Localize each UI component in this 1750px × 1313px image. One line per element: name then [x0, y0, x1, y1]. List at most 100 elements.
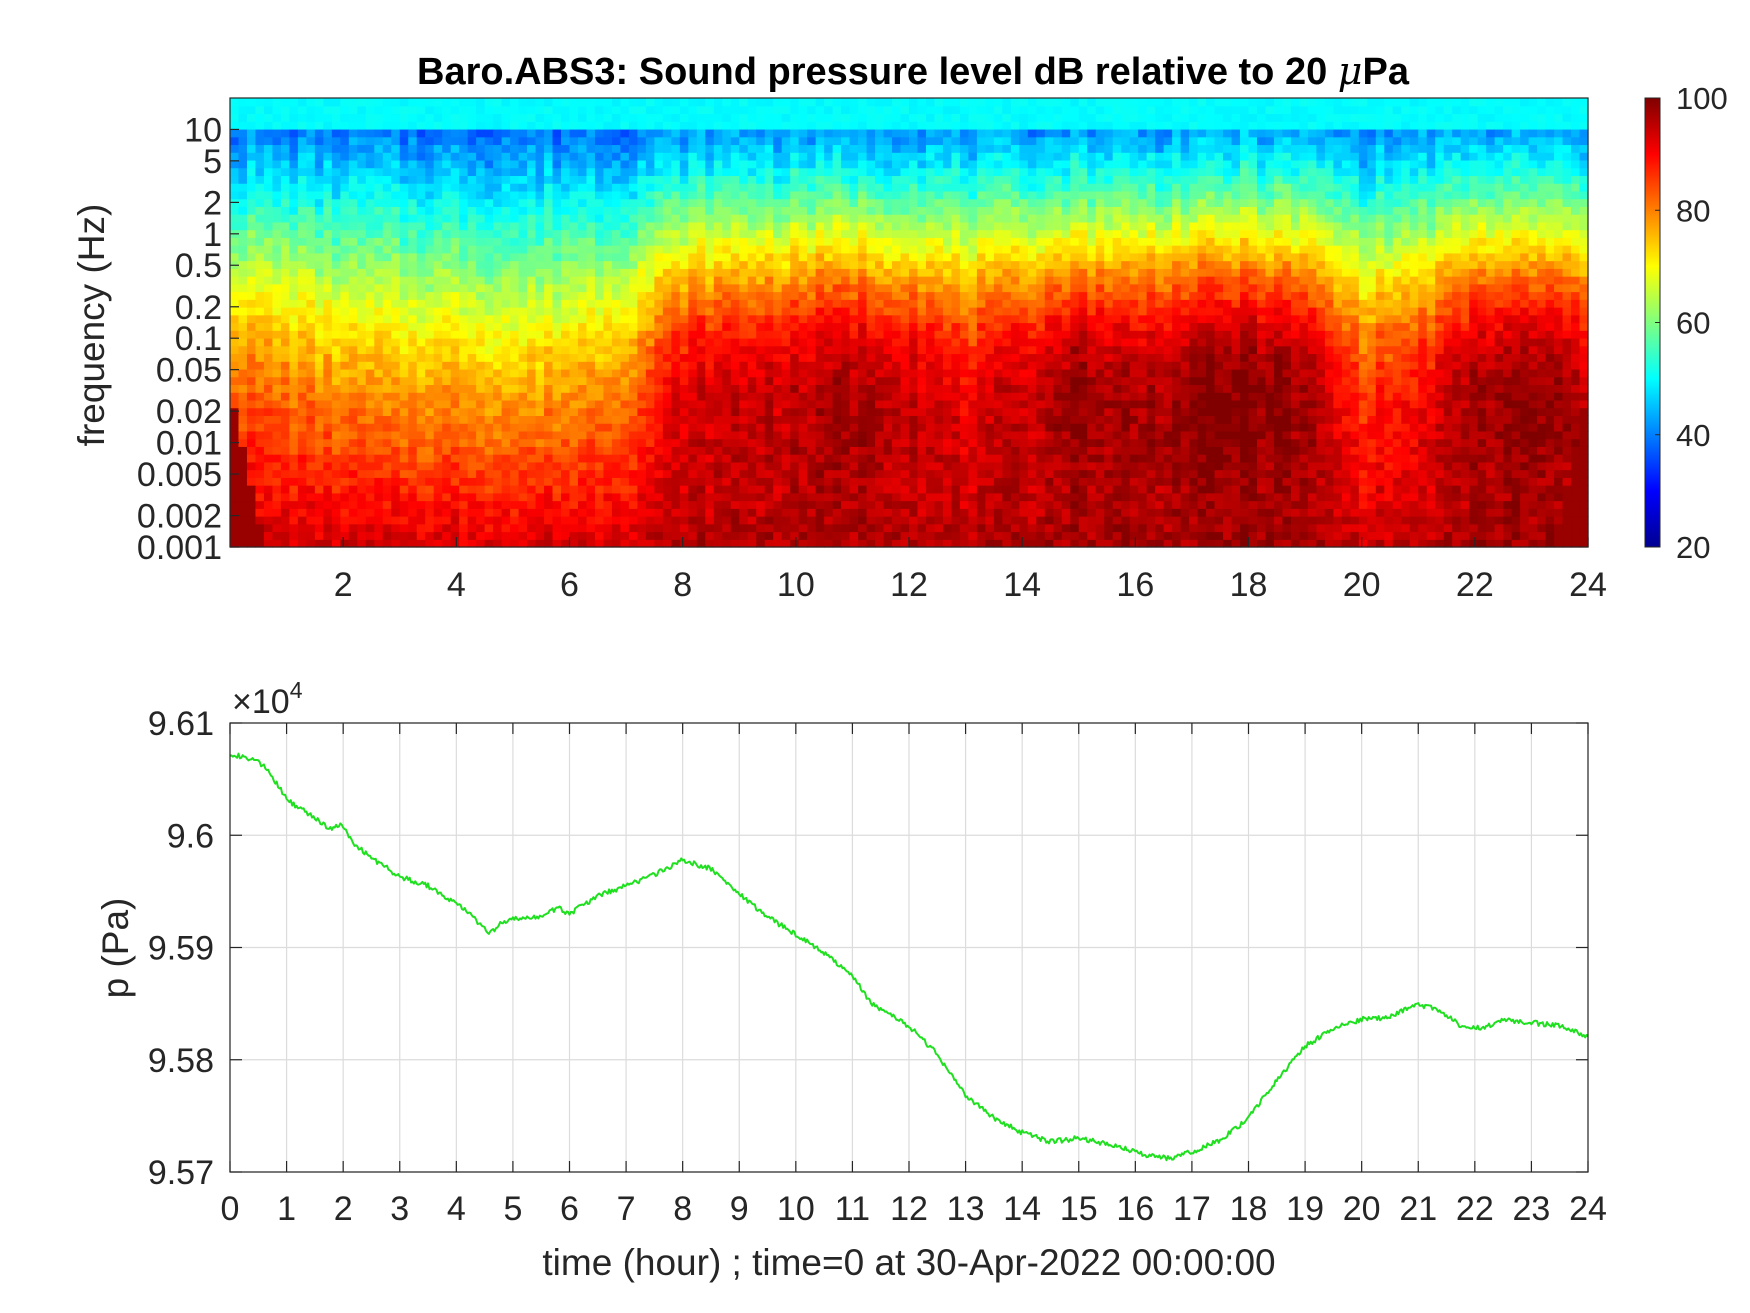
spectrogram-cell: [603, 508, 613, 517]
spectrogram-cell: [246, 190, 257, 200]
spectrogram-cell: [807, 523, 817, 533]
spectrogram-cell: [297, 485, 307, 494]
spectrogram-cell: [798, 384, 808, 393]
spectrogram-cell: [603, 454, 613, 463]
spectrogram-cell: [688, 121, 698, 130]
spectrogram-cell: [747, 221, 757, 231]
spectrogram-cell: [739, 399, 749, 409]
spectrogram-cell: [399, 268, 409, 277]
spectrogram-cell: [925, 477, 936, 486]
spectrogram-cell: [790, 136, 800, 146]
spectrogram-cell: [535, 508, 545, 517]
spectrogram-cell: [561, 113, 571, 122]
spectrogram-cell: [662, 128, 672, 138]
spectrogram-cell: [637, 291, 647, 300]
spectrogram-cell: [594, 307, 605, 316]
spectrogram-cell: [679, 128, 689, 138]
spectrogram-cell: [798, 268, 808, 277]
spectrogram-cell: [476, 314, 486, 324]
spectrogram-cell: [637, 128, 647, 138]
spectrogram-cell: [849, 159, 859, 169]
spectrogram-cell: [739, 291, 749, 300]
spectrogram-cell: [628, 175, 638, 184]
spectrogram-cell: [518, 121, 528, 130]
spectrogram-cell: [883, 415, 893, 424]
spectrogram-cell: [730, 438, 740, 447]
spectrogram-cell: [484, 508, 494, 517]
spectrogram-cell: [620, 291, 630, 300]
spectrogram-cell: [510, 152, 520, 161]
spectrogram-cell: [314, 190, 324, 200]
spectrogram-cell: [849, 167, 859, 177]
spectrogram-cell: [238, 423, 248, 432]
spectrogram-cell: [408, 98, 418, 107]
spectrogram-cell: [450, 330, 460, 339]
spectrogram-cell: [790, 214, 800, 223]
spectrogram-cell: [849, 221, 859, 231]
spectrogram-cell: [467, 128, 477, 138]
spectrogram-cell: [467, 539, 477, 548]
spectrogram-cell: [722, 229, 732, 238]
spectrogram-cell: [900, 376, 910, 386]
spectrogram-cell: [654, 206, 664, 215]
spectrogram-cell: [696, 399, 706, 409]
spectrogram-cell: [569, 539, 579, 548]
spectrogram-cell: [858, 314, 868, 324]
spectrogram-cell: [399, 438, 409, 447]
spectrogram-cell: [942, 430, 953, 440]
spectrogram-cell: [331, 167, 341, 177]
spectrogram-cell: [934, 128, 944, 138]
spectrogram-cell: [510, 469, 520, 478]
spectrogram-cell: [858, 190, 868, 200]
spectrogram-cell: [764, 361, 774, 370]
spectrogram-cell: [230, 531, 240, 540]
spectrogram-cell: [425, 299, 435, 308]
spectrogram-cell: [535, 500, 545, 509]
spectrogram-cell: [637, 469, 647, 478]
spectrogram-cell: [408, 183, 418, 192]
spectrogram-cell: [824, 469, 834, 478]
spectrogram-cell: [866, 252, 876, 262]
spectrogram-cell: [442, 276, 452, 285]
spectrogram-cell: [900, 461, 910, 471]
spectrogram-cell: [577, 368, 588, 378]
spectrogram-cell: [883, 330, 893, 339]
spectrogram-cell: [756, 430, 766, 440]
spectrogram-cell: [365, 523, 375, 533]
spectrogram-cell: [815, 454, 825, 463]
spectrogram-cell: [493, 167, 503, 177]
spectrogram-cell: [246, 376, 257, 386]
spectrogram-cell: [866, 167, 876, 177]
spectrogram-cell: [272, 508, 282, 517]
spectrogram-cell: [255, 469, 265, 478]
spectrogram-cell: [934, 516, 944, 525]
spectrogram-cell: [433, 128, 443, 138]
spectrogram-cell: [917, 299, 927, 308]
spectrogram-cell: [662, 376, 672, 386]
spectrogram-cell: [858, 98, 868, 107]
spectrogram-cell: [297, 392, 307, 401]
spectrogram-cell: [798, 430, 808, 440]
spectrogram-cell: [408, 283, 418, 293]
spectrogram-cell: [552, 415, 562, 424]
spectrogram-cell: [841, 198, 851, 207]
spectrogram-cell: [416, 516, 426, 525]
spectrogram-cell: [620, 407, 630, 416]
spectrogram-cell: [951, 221, 961, 231]
spectrogram-cell: [272, 438, 282, 447]
spectrogram-cell: [671, 113, 681, 122]
spectrogram-cell: [654, 291, 664, 300]
spectrogram-cell: [340, 539, 350, 548]
spectrogram-cell: [713, 523, 723, 533]
spectrogram-cell: [230, 415, 240, 424]
spectrogram-cell: [611, 229, 622, 238]
spectrogram-cell: [875, 128, 885, 138]
spectrogram-cell: [280, 477, 291, 486]
spectrogram-cell: [280, 376, 291, 386]
spectrogram-cell: [340, 214, 350, 223]
spectrogram-cell: [900, 167, 910, 177]
spectrogram-cell: [510, 237, 520, 246]
spectrogram-cell: [263, 423, 274, 432]
spectrogram-cell: [442, 407, 452, 416]
spectrogram-cell: [255, 438, 265, 447]
